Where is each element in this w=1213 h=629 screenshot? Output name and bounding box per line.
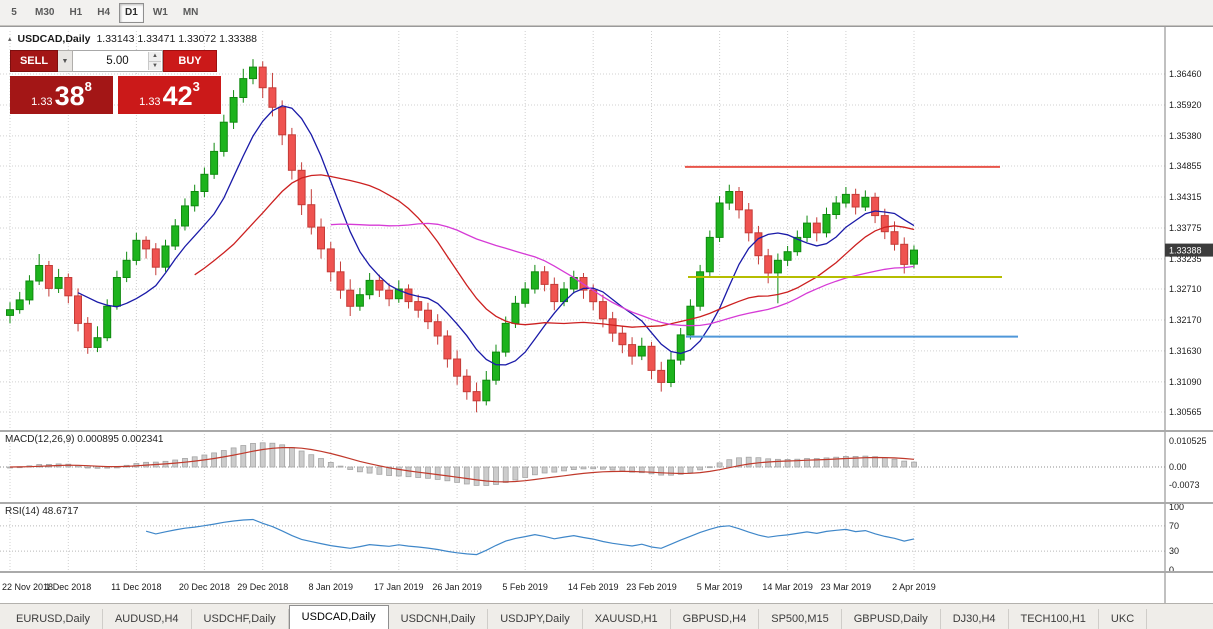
chart-tab-gbpusd-daily[interactable]: GBPUSD,Daily	[842, 609, 941, 629]
svg-text:2 Apr 2019: 2 Apr 2019	[892, 582, 936, 592]
svg-text:5 Mar 2019: 5 Mar 2019	[697, 582, 743, 592]
ma-slow-line	[330, 222, 915, 327]
sell-price-prefix: 1.33	[31, 96, 53, 108]
buy-price-big: 42	[162, 81, 193, 111]
chart-tab-usdcnh-daily[interactable]: USDCNH,Daily	[389, 609, 489, 629]
svg-text:0.010525: 0.010525	[1169, 436, 1207, 446]
svg-text:1.30565: 1.30565	[1169, 407, 1202, 417]
svg-text:1.32710: 1.32710	[1169, 284, 1202, 294]
svg-text:11 Dec 2018: 11 Dec 2018	[111, 582, 161, 592]
timeframe-button-5[interactable]: 5	[2, 3, 26, 23]
svg-text:14 Mar 2019: 14 Mar 2019	[762, 582, 813, 592]
svg-text:17 Jan 2019: 17 Jan 2019	[374, 582, 424, 592]
svg-text:1.36460: 1.36460	[1169, 69, 1202, 79]
svg-text:26 Jan 2019: 26 Jan 2019	[432, 582, 482, 592]
buy-button[interactable]: BUY	[163, 50, 217, 72]
svg-text:1.33235: 1.33235	[1169, 254, 1202, 264]
svg-text:1.35920: 1.35920	[1169, 100, 1202, 110]
macd-layer	[0, 442, 1165, 486]
svg-text:1.34315: 1.34315	[1169, 192, 1202, 202]
volume-dropdown-icon[interactable]: ▼	[58, 50, 73, 72]
price-axis: 1.36460 1.35920 1.35380 1.34855 1.34315 1.337…	[1164, 27, 1213, 604]
current-price-badge: 1.33388	[1165, 243, 1213, 257]
volume-spinner: ▲ ▼	[148, 52, 161, 70]
svg-text:0.00: 0.00	[1169, 462, 1187, 472]
chart-tab-usdchf-daily[interactable]: USDCHF,Daily	[192, 609, 289, 629]
volume-value: 5.00	[106, 55, 129, 67]
chart-tab-gbpusd-h4[interactable]: GBPUSD,H4	[671, 609, 760, 629]
svg-text:23 Mar 2019: 23 Mar 2019	[821, 582, 872, 592]
chart-tab-usdcad-daily[interactable]: USDCAD,Daily	[288, 605, 389, 629]
timeframe-toolbar: 5 M30 H1 H4 D1 W1 MN	[0, 0, 1213, 26]
timeframe-button-h1[interactable]: H1	[63, 3, 88, 23]
sell-button[interactable]: SELL	[10, 50, 58, 72]
chart-window: 1.36460 1.35920 1.35380 1.34855 1.34315 1.337…	[0, 26, 1213, 604]
chart-tab-usdjpy-daily[interactable]: USDJPY,Daily	[488, 609, 583, 629]
volume-down-icon[interactable]: ▼	[149, 61, 161, 70]
svg-text:-0.0073: -0.0073	[1169, 480, 1200, 490]
rsi-layer	[0, 518, 1165, 556]
trade-controls-row: SELL ▼ 5.00 ▲ ▼ BUY	[10, 50, 222, 72]
svg-text:1.31630: 1.31630	[1169, 346, 1202, 356]
volume-input[interactable]: 5.00 ▲ ▼	[73, 50, 163, 72]
svg-text:29 Dec 2018: 29 Dec 2018	[237, 582, 288, 592]
chart-canvas[interactable]: 1.364601.359201.353801.348551.343151.337…	[0, 27, 1213, 604]
svg-text:8 Jan 2019: 8 Jan 2019	[308, 582, 353, 592]
svg-text:1.32170: 1.32170	[1169, 315, 1202, 325]
one-click-trading-panel: SELL ▼ 5.00 ▲ ▼ BUY 1.33 38 8 1.33 42 3	[10, 50, 222, 114]
timeframe-button-mn[interactable]: MN	[177, 3, 205, 23]
svg-text:70: 70	[1169, 521, 1179, 531]
sell-price-box[interactable]: 1.33 38 8	[10, 76, 113, 114]
chart-tab-audusd-h4[interactable]: AUDUSD,H4	[103, 609, 192, 629]
timeframe-button-m30[interactable]: M30	[29, 3, 60, 23]
sell-price-pip: 8	[84, 79, 92, 94]
svg-text:5 Feb 2019: 5 Feb 2019	[502, 582, 548, 592]
chart-tab-xauusd-h1[interactable]: XAUUSD,H1	[583, 609, 671, 629]
ma-fast-line	[77, 105, 915, 366]
buy-price-prefix: 1.33	[139, 96, 161, 108]
timeframe-button-w1[interactable]: W1	[147, 3, 174, 23]
chart-tab-dj30-h4[interactable]: DJ30,H4	[941, 609, 1009, 629]
volume-up-icon[interactable]: ▲	[149, 52, 161, 62]
timeframe-button-d1[interactable]: D1	[119, 2, 144, 23]
ma-mid-line	[194, 174, 915, 328]
chart-tab-sp500-m15[interactable]: SP500,M15	[759, 609, 842, 629]
svg-text:1.35380: 1.35380	[1169, 131, 1202, 141]
svg-text:100: 100	[1169, 502, 1184, 512]
svg-text:1 Dec 2018: 1 Dec 2018	[45, 582, 91, 592]
svg-text:1.33775: 1.33775	[1169, 223, 1202, 233]
svg-text:0: 0	[1169, 565, 1174, 575]
chart-tab-eurusd-daily[interactable]: EURUSD,Daily	[4, 609, 103, 629]
svg-text:1.34855: 1.34855	[1169, 161, 1202, 171]
timeframe-button-h4[interactable]: H4	[91, 3, 116, 23]
svg-text:1.31090: 1.31090	[1169, 377, 1202, 387]
chart-tab-ukc[interactable]: UKC	[1099, 609, 1148, 629]
chart-tab-bar: EURUSD,Daily AUDUSD,H4 USDCHF,Daily USDCAD,…	[0, 603, 1213, 629]
svg-text:20 Dec 2018: 20 Dec 2018	[179, 582, 230, 592]
buy-price-pip: 3	[192, 79, 200, 94]
candlesticks-layer	[6, 59, 918, 413]
macd-signal-line	[9, 447, 915, 483]
sell-price-big: 38	[54, 81, 85, 111]
rsi-line	[145, 518, 915, 556]
trade-prices-row: 1.33 38 8 1.33 42 3	[10, 76, 222, 114]
svg-text:14 Feb 2019: 14 Feb 2019	[568, 582, 619, 592]
svg-text:23 Feb 2019: 23 Feb 2019	[626, 582, 677, 592]
svg-text:22 Nov 2018: 22 Nov 2018	[2, 582, 53, 592]
svg-text:1.33388: 1.33388	[1169, 246, 1202, 256]
buy-price-box[interactable]: 1.33 42 3	[118, 76, 221, 114]
svg-text:30: 30	[1169, 546, 1179, 556]
chart-tab-tech100-h1[interactable]: TECH100,H1	[1009, 609, 1099, 629]
